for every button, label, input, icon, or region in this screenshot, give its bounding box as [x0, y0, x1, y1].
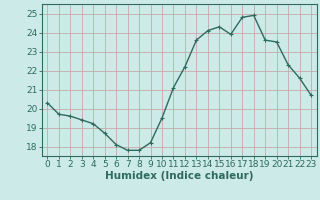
X-axis label: Humidex (Indice chaleur): Humidex (Indice chaleur) [105, 171, 253, 181]
